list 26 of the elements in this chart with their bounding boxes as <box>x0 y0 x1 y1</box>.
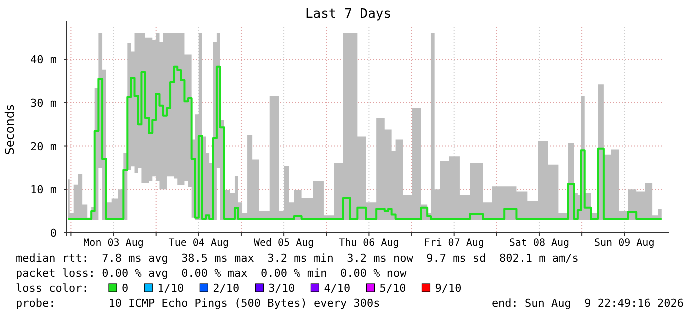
x-tick-label: Mon 03 Aug <box>84 238 144 249</box>
y-tick-label: 0 <box>50 227 57 240</box>
legend-label: 9/10 <box>435 282 462 295</box>
legend-label: 2/10 <box>213 282 240 295</box>
x-tick-label: Wed 05 Aug <box>254 238 314 249</box>
y-tick-label: 30 m <box>30 96 58 110</box>
legend-label: 3/10 <box>268 282 296 295</box>
legend-label: 5/10 <box>380 282 406 295</box>
text: end: Sun Aug 9 22:49:16 2026 <box>492 297 684 310</box>
x-tick-label: Sun 09 Aug <box>594 238 655 249</box>
y-tick-label: 10 m <box>30 184 58 197</box>
chart-title: Last 7 Days <box>305 7 392 22</box>
legend-title: loss color: <box>16 282 89 295</box>
x-tick-label: Tue 04 Aug <box>168 238 230 249</box>
y-axis-title: Seconds <box>3 104 17 156</box>
x-tick-label: Sat 08 Aug <box>509 238 570 249</box>
legend-label: 1/10 <box>158 282 184 295</box>
text: probe: 10 ICMP Echo Pings (500 Bytes) every 300s <box>16 297 380 310</box>
legend-label: 4/10 <box>324 282 351 295</box>
y-tick-label: 40 m <box>30 54 58 67</box>
text: median rtt: 7.8 ms avg 38.5 ms max 3.2 ms min 3.2 ms now 9.7 ms sd 802.1 m am/s <box>16 252 579 265</box>
x-tick-label: Thu 06 Aug <box>339 238 400 249</box>
x-tick-label: Fri 07 Aug <box>424 238 484 249</box>
text: packet loss: 0.00 % avg 0.00 % max 0.00 % min 0.00 % now <box>16 267 408 280</box>
legend-label: 0 <box>122 282 129 295</box>
y-tick-label: 20 m <box>30 140 58 154</box>
